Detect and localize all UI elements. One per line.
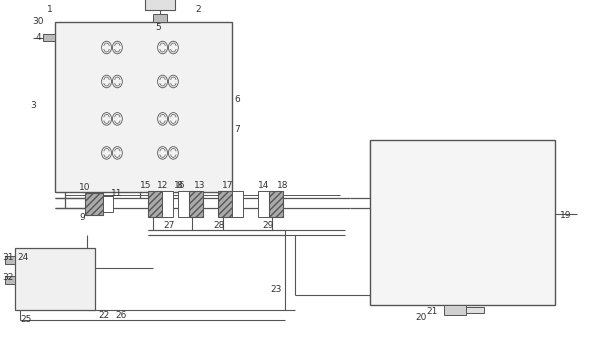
Bar (162, 191, 173, 217)
Text: 31: 31 (2, 254, 13, 263)
Bar (189, 191, 203, 217)
Bar (178, 191, 189, 217)
Text: 25: 25 (20, 316, 31, 325)
Bar (103, 196, 113, 212)
Text: 30: 30 (32, 18, 43, 27)
Text: 11: 11 (111, 189, 123, 198)
Bar (232, 191, 243, 217)
Bar (85, 193, 103, 215)
Text: 12: 12 (157, 182, 169, 191)
Text: 16: 16 (174, 182, 185, 191)
Text: 24: 24 (17, 254, 28, 263)
Bar (5, 276, 15, 284)
Text: 2: 2 (195, 6, 201, 15)
Text: 18: 18 (277, 182, 289, 191)
Text: 23: 23 (270, 285, 281, 294)
Text: 28: 28 (213, 220, 224, 229)
Text: 21: 21 (426, 308, 437, 317)
Text: 1: 1 (47, 6, 53, 15)
Text: 22: 22 (98, 311, 109, 320)
Text: 14: 14 (258, 182, 269, 191)
Text: 5: 5 (155, 22, 161, 31)
Text: 3: 3 (30, 100, 36, 109)
Text: 20: 20 (415, 313, 426, 322)
Bar (218, 191, 232, 217)
Bar (466, 307, 484, 313)
Text: 29: 29 (262, 220, 274, 229)
Text: 32: 32 (2, 273, 13, 282)
Text: 10: 10 (79, 183, 91, 192)
Text: 4: 4 (36, 34, 42, 43)
Bar (153, 14, 167, 22)
Text: 19: 19 (560, 210, 571, 219)
Text: 26: 26 (115, 311, 126, 320)
Bar (15, 248, 95, 310)
Text: 9: 9 (79, 213, 85, 222)
Bar (370, 140, 555, 305)
Text: 6: 6 (234, 95, 240, 104)
Bar (269, 191, 283, 217)
Text: 17: 17 (222, 182, 234, 191)
Bar (55, 22, 232, 192)
Text: 8: 8 (176, 182, 182, 191)
Bar (444, 305, 466, 315)
Bar (145, 0, 175, 10)
Bar (5, 256, 15, 264)
Text: 27: 27 (163, 220, 175, 229)
Text: 13: 13 (194, 182, 205, 191)
Bar (43, 34, 55, 41)
Bar (148, 191, 162, 217)
Bar (258, 191, 269, 217)
Text: 7: 7 (234, 126, 240, 135)
Text: 15: 15 (140, 182, 152, 191)
